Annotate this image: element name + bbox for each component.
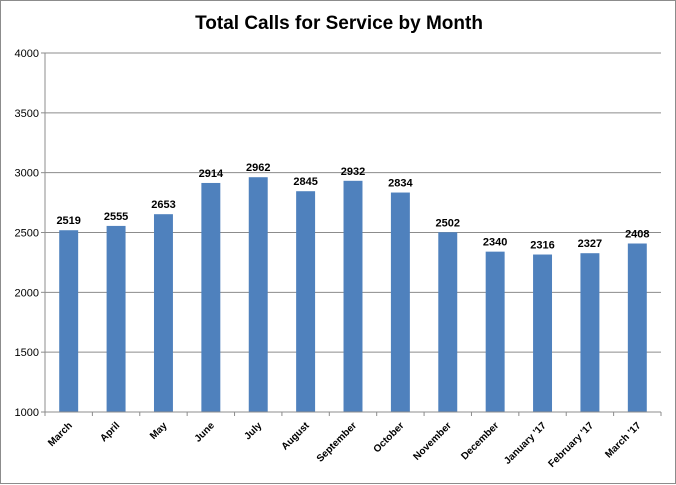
data-label: 2340 — [483, 237, 507, 249]
bar — [533, 254, 553, 412]
bar — [201, 182, 221, 412]
bar — [106, 225, 126, 412]
x-tick-label: June — [193, 420, 218, 445]
data-label: 2502 — [436, 217, 460, 229]
x-tick-label: October — [372, 420, 407, 455]
bar — [153, 214, 173, 412]
y-tick-label: 2500 — [15, 228, 39, 240]
data-label: 2519 — [56, 215, 80, 227]
x-tick-label: July — [242, 420, 264, 442]
data-label: 2316 — [530, 240, 554, 252]
bar — [343, 180, 363, 412]
y-tick-label: 3500 — [15, 108, 39, 120]
data-label: 2555 — [104, 211, 128, 223]
x-tick-label: September — [315, 420, 359, 464]
y-tick-label: 1000 — [15, 407, 39, 419]
y-tick-label: 3000 — [15, 168, 39, 180]
bar — [438, 232, 458, 412]
x-tick-label: January '17 — [502, 420, 549, 467]
x-tick-label: March — [46, 420, 75, 449]
x-tick-label: November — [412, 420, 454, 462]
bar — [59, 230, 79, 412]
x-axis-ticks: March April May June July August September Octo… — [46, 420, 644, 470]
bar — [580, 253, 600, 412]
bar — [485, 251, 505, 412]
y-axis-ticks: 1000 1500 2000 2500 3000 3500 4000 — [15, 48, 39, 419]
data-label: 2914 — [199, 168, 224, 180]
y-tick-label: 1500 — [15, 347, 39, 359]
data-label: 2962 — [246, 162, 270, 174]
x-tick-label: December — [459, 420, 501, 462]
chart-title: Total Calls for Service by Month — [195, 13, 483, 34]
x-tick-label: April — [98, 420, 122, 444]
data-label: 2845 — [293, 176, 317, 188]
bar — [296, 191, 316, 412]
y-tick-label: 4000 — [15, 48, 39, 60]
y-tick-label: 2000 — [15, 287, 39, 299]
data-label: 2327 — [578, 238, 602, 250]
bar — [390, 192, 410, 412]
x-tick-label: May — [148, 420, 170, 442]
data-label: 2653 — [151, 199, 175, 211]
x-tick-label: March '17 — [603, 420, 643, 460]
data-label: 2932 — [341, 166, 365, 178]
axes — [41, 52, 662, 416]
bar — [627, 243, 647, 412]
bar — [248, 177, 268, 412]
x-tick-label: August — [280, 420, 313, 453]
bars — [59, 177, 647, 412]
data-label: 2408 — [625, 229, 649, 241]
x-tick-label: February '17 — [546, 420, 596, 470]
data-labels: 2519 2555 2653 2914 2962 2845 2932 2834 2502 2340… — [56, 162, 649, 251]
data-label: 2834 — [388, 178, 413, 190]
